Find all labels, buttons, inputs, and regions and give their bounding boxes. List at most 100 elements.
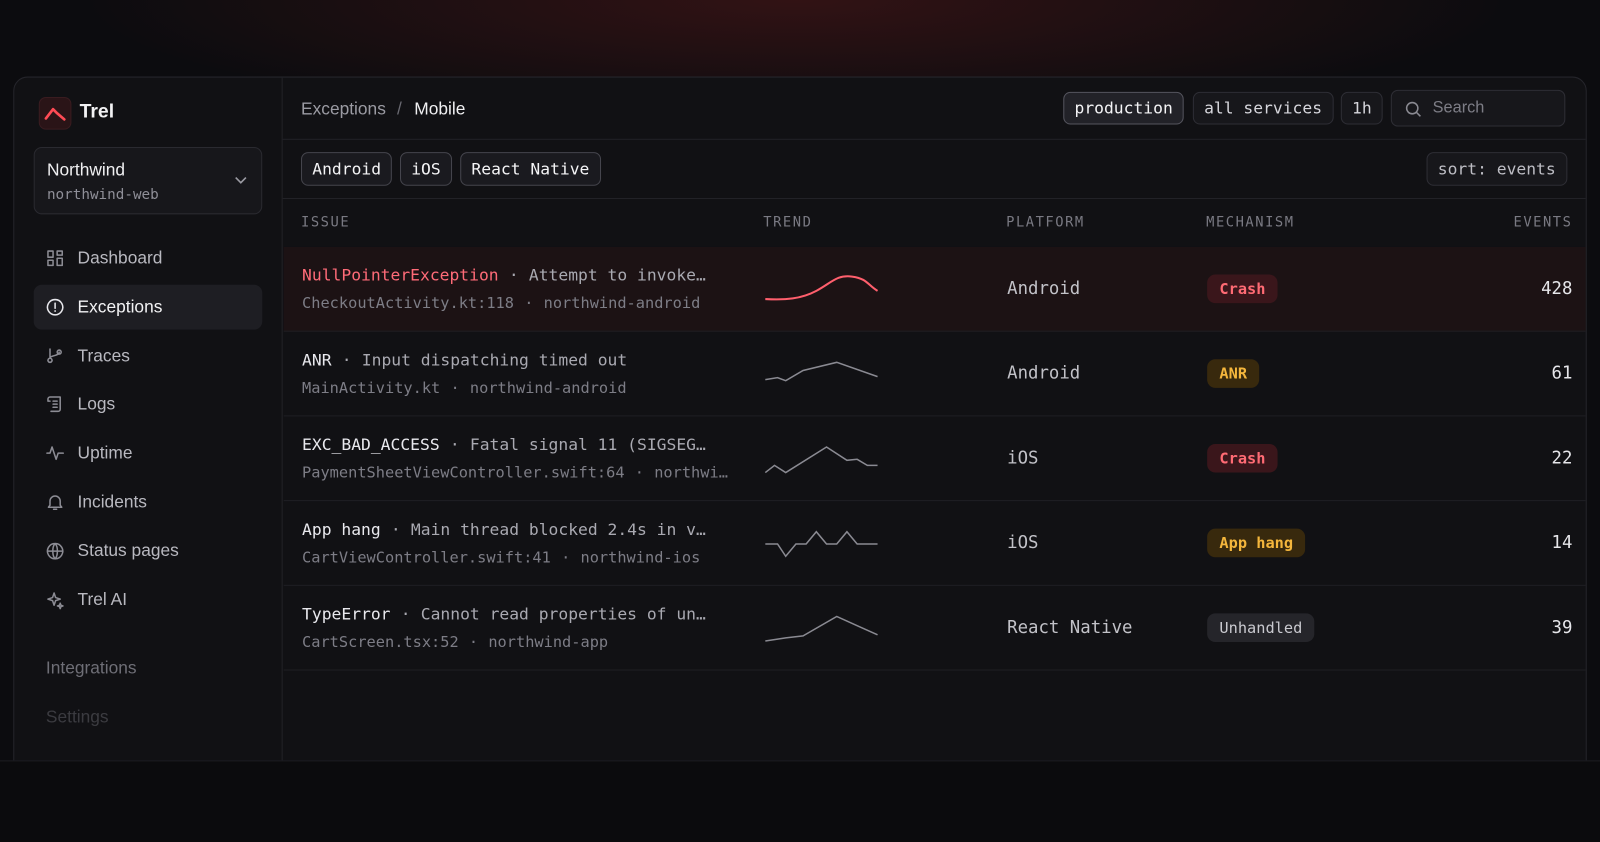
issue-title: App hang · Main thread blocked 2.4s in v…	[302, 520, 706, 539]
column-header: EVENTS	[1513, 214, 1573, 231]
separator: ·	[508, 265, 519, 285]
nav-label: Trel AI	[77, 589, 128, 609]
workspace-name: Northwind	[46, 160, 126, 180]
mechanism-badge: App hang	[1207, 528, 1306, 558]
nav-item[interactable]: Incidents	[34, 480, 263, 525]
platform-filter[interactable]: Android	[301, 152, 393, 186]
issue-service: northwind-ios	[580, 548, 701, 567]
trend-sparkline	[765, 275, 879, 301]
mechanism-badge: Crash	[1207, 443, 1278, 473]
issue-title: NullPointerException · Attempt to invoke…	[302, 265, 706, 284]
column-header: ISSUE	[301, 214, 351, 231]
nav-label: Logs	[77, 394, 116, 414]
nav-item[interactable]: Uptime	[34, 431, 263, 476]
mechanism-badge: Crash	[1207, 274, 1278, 304]
issue-message: Fatal signal 11 (SIGSEG…	[469, 434, 706, 455]
nav-item[interactable]: Exceptions	[33, 284, 263, 330]
nav-label: Exceptions	[77, 296, 163, 317]
issue-row[interactable]: ANR · Input dispatching timed out MainActiv…	[283, 332, 1586, 417]
divider	[282, 198, 1586, 200]
sort-button[interactable]: sort: events	[1426, 152, 1567, 186]
chevron	[235, 177, 247, 184]
search-box[interactable]: Search	[1390, 89, 1566, 127]
env-filter[interactable]: all services	[1192, 91, 1334, 125]
column-header: MECHANISM	[1206, 214, 1295, 231]
separator: ·	[524, 293, 534, 313]
issue-service: northwi…	[654, 463, 728, 482]
platform-filter[interactable]: React Native	[460, 152, 601, 186]
column-header: TREND	[763, 214, 813, 231]
mechanism-badge: ANR	[1207, 359, 1260, 388]
issue-row[interactable]: NullPointerException · Attempt to invoke… C…	[283, 246, 1586, 332]
workspace-project: northwind-web	[46, 186, 159, 204]
breadcrumb-current: Mobile	[414, 99, 466, 119]
nav-label: Traces	[77, 345, 130, 365]
platform: iOS	[1007, 448, 1039, 469]
issue-row[interactable]: EXC_BAD_ACCESS · Fatal signal 11 (SIGSEG… P…	[283, 416, 1586, 502]
nav-label: Uptime	[77, 443, 133, 463]
platform: Android	[1007, 363, 1081, 384]
nav-icon	[47, 250, 64, 267]
issue-title: TypeError · Cannot read properties of un…	[302, 604, 706, 623]
nav-item[interactable]: Logs	[34, 382, 263, 427]
nav-item[interactable]: Dashboard	[34, 236, 263, 281]
mechanism-badge: Unhandled	[1207, 613, 1315, 642]
issue-meta: PaymentSheetViewController.swift:64 · nort…	[302, 463, 728, 481]
nav-icon	[46, 542, 64, 560]
issue-row[interactable]: App hang · Main thread blocked 2.4s in v… C…	[283, 501, 1586, 586]
brand: Trel	[79, 101, 115, 123]
issue-location: MainActivity.kt	[302, 378, 441, 398]
separator: ·	[468, 632, 479, 652]
issue-type: TypeError	[302, 604, 391, 624]
issue-type: NullPointerException	[302, 265, 499, 285]
nav-icon	[47, 591, 64, 609]
logo	[38, 96, 72, 130]
trend-sparkline	[765, 361, 878, 382]
event-count: 22	[1551, 448, 1573, 469]
search-placeholder: Search	[1432, 99, 1485, 117]
separator: ·	[390, 519, 401, 539]
issue-type: EXC_BAD_ACCESS	[302, 434, 440, 455]
breadcrumb-parent[interactable]: Exceptions	[301, 99, 386, 119]
event-count: 61	[1551, 363, 1573, 384]
nav-icon	[46, 298, 64, 316]
sidebar: Trel Northwind northwind-web Dashboard Ex…	[14, 77, 283, 782]
footer-shade	[0, 760, 1600, 842]
platform-filter[interactable]: iOS	[400, 152, 452, 186]
nav-secondary[interactable]: Integrations	[45, 658, 137, 678]
separator: ·	[561, 548, 571, 567]
issue-meta: MainActivity.kt · northwind-android	[302, 379, 627, 397]
issue-row[interactable]: TypeError · Cannot read properties of un… C…	[283, 586, 1586, 671]
nav-item[interactable]: Traces	[34, 333, 263, 378]
issue-type: ANR	[302, 350, 332, 370]
trend-sparkline	[765, 530, 878, 558]
env-filter[interactable]: production	[1063, 91, 1185, 125]
issue-meta: CheckoutActivity.kt:118 · northwind-androi…	[302, 294, 700, 312]
nav-icon	[47, 495, 63, 511]
env-filter[interactable]: 1h	[1340, 91, 1383, 125]
platform: Android	[1007, 278, 1081, 300]
issue-service: northwind-android	[543, 293, 701, 313]
nav-icon	[47, 396, 61, 413]
nav-secondary[interactable]: Settings	[45, 707, 109, 727]
nav-label: Status pages	[77, 540, 179, 561]
issue-location: CheckoutActivity.kt:118	[302, 293, 514, 313]
issue-service: northwind-app	[488, 632, 609, 652]
issue-location: CartViewController.swift:41	[302, 548, 551, 567]
main: Exceptions / Mobile production all servic…	[282, 78, 1586, 782]
search-icon	[1405, 101, 1421, 117]
nav-item[interactable]: Trel AI	[34, 577, 263, 622]
issue-message: Input dispatching timed out	[361, 350, 628, 370]
issue-message: Attempt to invoke…	[528, 265, 706, 285]
issue-meta: CartScreen.tsx:52 · northwind-app	[302, 633, 608, 651]
nav-item[interactable]: Status pages	[34, 528, 263, 573]
workspace-selector[interactable]: Northwind northwind-web	[33, 146, 263, 215]
divider	[282, 138, 1586, 140]
issue-message: Main thread blocked 2.4s in v…	[410, 519, 706, 539]
separator: ·	[634, 463, 644, 482]
trend-sparkline	[765, 615, 878, 642]
issue-location: CartScreen.tsx:52	[302, 632, 459, 652]
nav-label: Incidents	[77, 491, 147, 512]
app-window: Trel Northwind northwind-web Dashboard Ex…	[13, 76, 1587, 783]
